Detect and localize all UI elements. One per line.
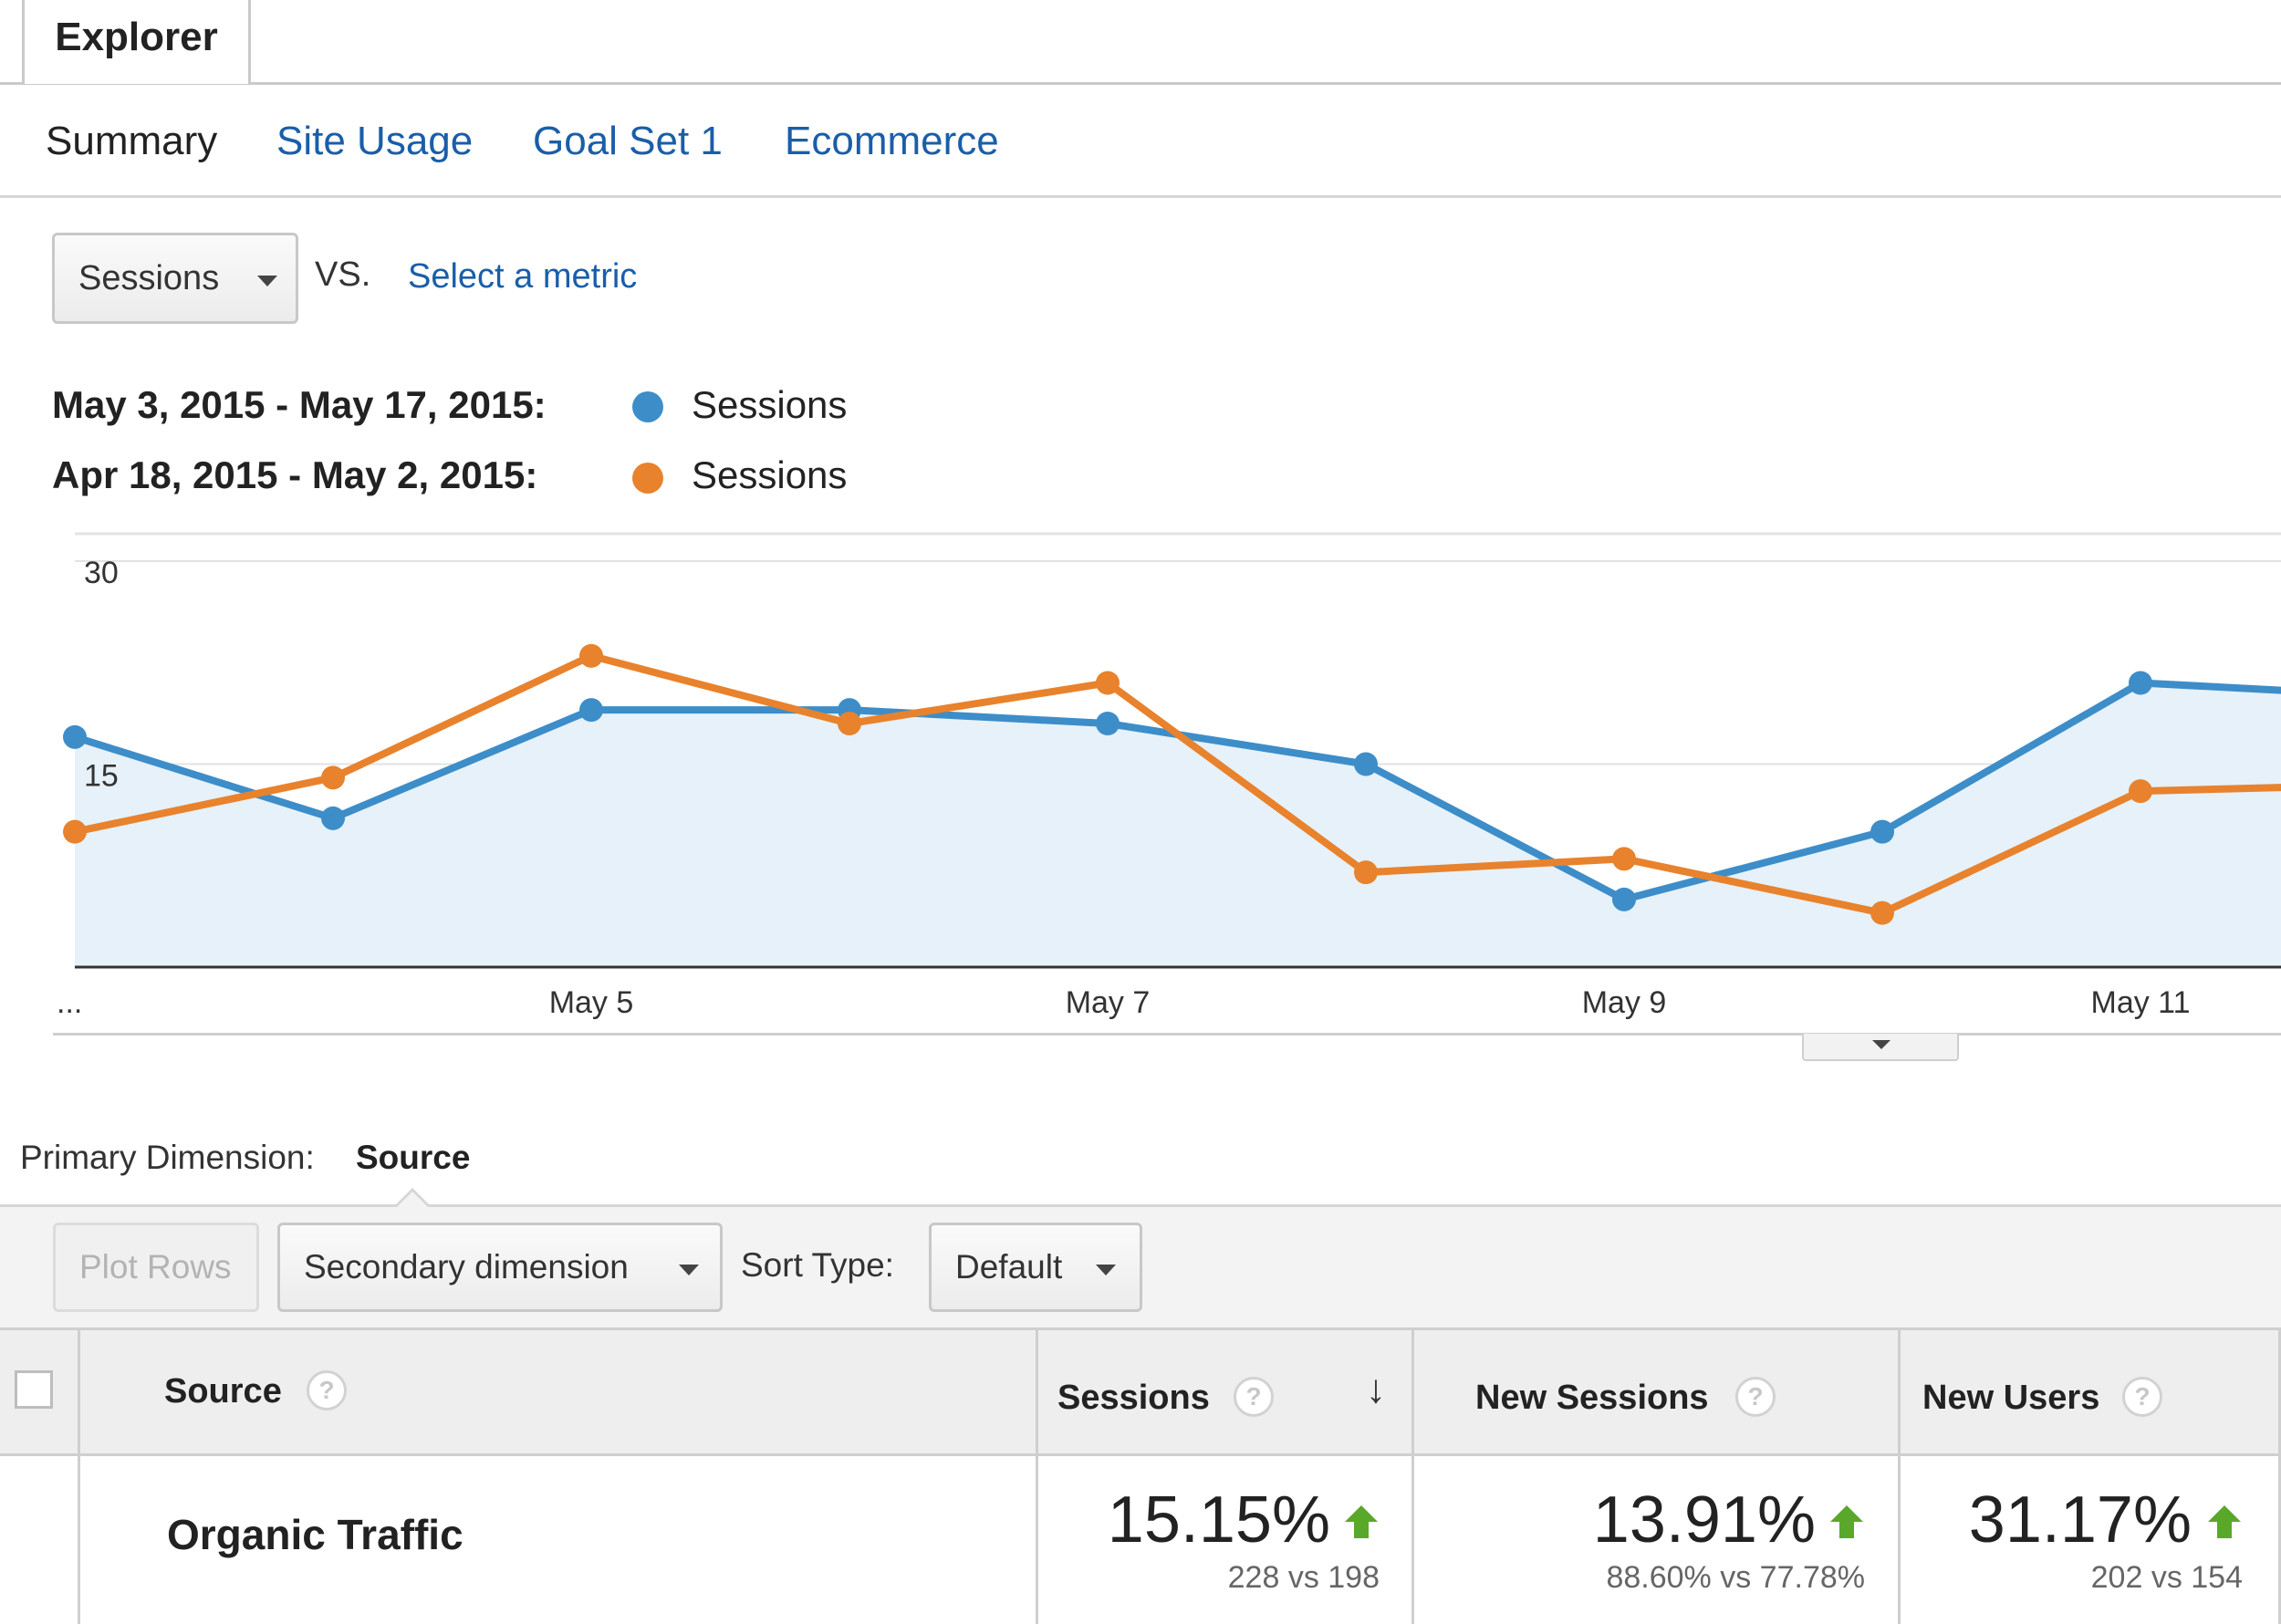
legend-date-range-current: May 3, 2015 - May 17, 2015: xyxy=(52,383,547,426)
column-header-source[interactable]: Source xyxy=(164,1372,282,1411)
up-arrow-icon xyxy=(1830,1505,1863,1538)
chevron-down-icon xyxy=(1872,1040,1890,1049)
select-metric-link[interactable]: Select a metric xyxy=(408,257,638,296)
data-point xyxy=(579,643,603,668)
data-point xyxy=(1354,860,1378,885)
metric-dropdown[interactable]: Sessions xyxy=(52,233,298,324)
subtab-goal-set-1[interactable]: Goal Set 1 xyxy=(533,119,723,163)
subtab-summary[interactable]: Summary xyxy=(46,119,218,163)
plot-rows-button[interactable]: Plot Rows xyxy=(53,1223,259,1312)
data-point xyxy=(2129,671,2152,695)
column-divider xyxy=(78,1327,80,1624)
sort-descending-icon[interactable]: ↓ xyxy=(1366,1367,1386,1411)
x-tick-label: May 5 xyxy=(549,985,634,1020)
column-divider xyxy=(1898,1327,1901,1624)
data-point xyxy=(1096,712,1120,735)
data-point xyxy=(579,698,603,723)
new-sessions-comparison: 88.60% vs 77.78% xyxy=(1606,1560,1865,1595)
legend-dot-orange-icon xyxy=(632,463,663,494)
sessions-change-percent: 15.15% xyxy=(1107,1483,1330,1556)
data-point xyxy=(1612,847,1636,871)
x-tick-label: May 9 xyxy=(1582,985,1667,1020)
column-divider xyxy=(1411,1327,1414,1624)
up-arrow-icon xyxy=(1345,1505,1378,1538)
data-point xyxy=(1870,900,1894,925)
data-point xyxy=(63,724,87,749)
y-tick-label: 30 xyxy=(84,556,119,590)
series-line-previous xyxy=(74,651,2281,917)
tab-bar xyxy=(0,0,2281,85)
subtab-ecommerce[interactable]: Ecommerce xyxy=(785,119,999,163)
sessions-comparison: 228 vs 198 xyxy=(1227,1560,1380,1595)
help-icon[interactable]: ? xyxy=(2122,1377,2162,1417)
vs-label: VS. xyxy=(315,255,371,294)
pointer-indicator-fill xyxy=(397,1192,428,1207)
secondary-dimension-dropdown[interactable]: Secondary dimension xyxy=(277,1223,723,1312)
series-line-current xyxy=(73,679,2281,903)
chart-divider xyxy=(53,1033,2281,1036)
legend-dot-blue-icon xyxy=(632,391,663,422)
row-source-name[interactable]: Organic Traffic xyxy=(167,1511,463,1558)
x-tick-label: ... xyxy=(57,985,82,1020)
column-header-new-sessions[interactable]: New Sessions xyxy=(1475,1379,1709,1417)
sort-type-value: Default xyxy=(955,1248,1063,1286)
chart-collapse-handle[interactable] xyxy=(1802,1034,1959,1061)
help-icon[interactable]: ? xyxy=(1234,1377,1274,1417)
new-users-change-percent: 31.17% xyxy=(1968,1483,2192,1556)
help-icon[interactable]: ? xyxy=(307,1370,347,1411)
chevron-down-icon xyxy=(257,276,277,286)
chevron-down-icon xyxy=(1096,1265,1116,1275)
data-point xyxy=(63,819,87,844)
new-users-comparison: 202 vs 154 xyxy=(2090,1560,2243,1595)
data-point xyxy=(2129,779,2152,804)
column-header-new-users[interactable]: New Users xyxy=(1922,1379,2100,1417)
subtab-site-usage[interactable]: Site Usage xyxy=(276,119,474,163)
x-tick-label: May 11 xyxy=(2091,985,2191,1020)
data-point xyxy=(321,765,345,790)
primary-dimension-source[interactable]: Source xyxy=(356,1139,471,1176)
divider xyxy=(0,195,2281,198)
y-tick-label: 15 xyxy=(84,759,119,794)
sort-type-label: Sort Type: xyxy=(741,1246,894,1284)
chevron-down-icon xyxy=(679,1265,699,1275)
up-arrow-icon xyxy=(2208,1505,2241,1538)
data-point xyxy=(1354,752,1378,776)
sort-type-dropdown[interactable]: Default xyxy=(929,1223,1142,1312)
data-point xyxy=(838,712,861,735)
metric-dropdown-value: Sessions xyxy=(78,259,220,297)
table-header xyxy=(0,1327,2281,1456)
tab-explorer[interactable]: Explorer xyxy=(22,0,251,84)
legend-series-label: Sessions xyxy=(692,453,848,496)
legend-series-label: Sessions xyxy=(692,383,848,426)
x-tick-label: May 7 xyxy=(1066,985,1151,1020)
data-point xyxy=(1612,887,1636,911)
column-divider xyxy=(1036,1327,1038,1624)
data-point xyxy=(1870,819,1894,844)
data-point xyxy=(1096,671,1120,695)
primary-dimension-label: Primary Dimension: xyxy=(20,1139,315,1176)
column-header-sessions[interactable]: Sessions xyxy=(1057,1379,1210,1417)
data-point xyxy=(321,806,345,830)
help-icon[interactable]: ? xyxy=(1735,1377,1776,1417)
column-divider xyxy=(2278,1327,2281,1624)
new-sessions-change-percent: 13.91% xyxy=(1592,1483,1816,1556)
series-area-fill xyxy=(75,682,2281,967)
legend-date-range-previous: Apr 18, 2015 - May 2, 2015: xyxy=(52,453,538,496)
sessions-line-chart[interactable]: 15 30... May 5 May 7 May 9 May 11 xyxy=(0,520,2281,1031)
select-all-checkbox[interactable] xyxy=(15,1370,53,1409)
secondary-dimension-label: Secondary dimension xyxy=(304,1248,629,1286)
